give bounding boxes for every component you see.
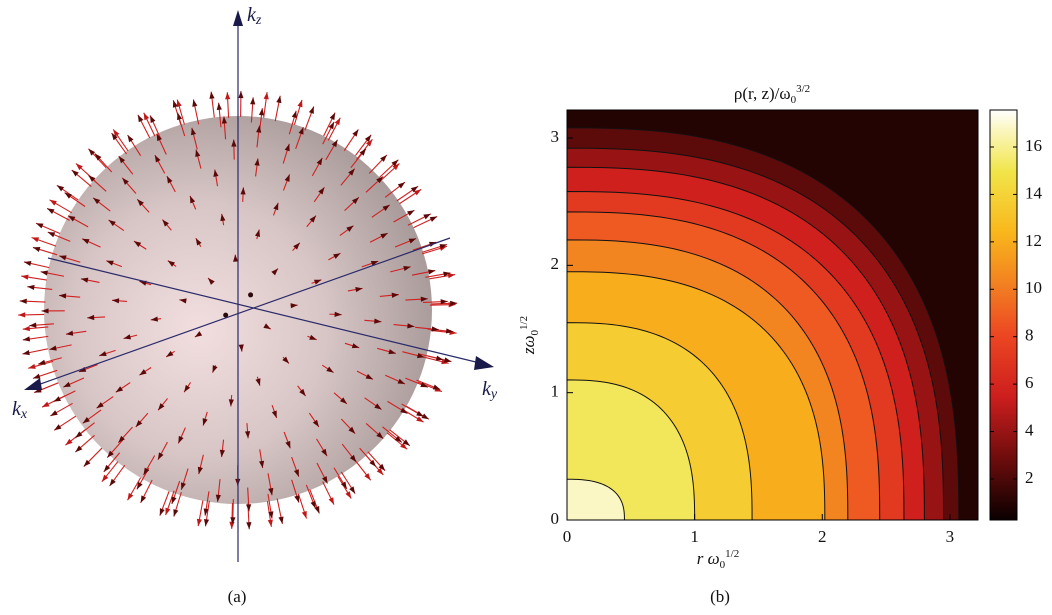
arrow-head bbox=[23, 336, 30, 341]
arrow-head bbox=[428, 269, 435, 274]
arrow-head bbox=[192, 99, 197, 106]
arrow-head bbox=[259, 108, 264, 115]
x-tick-label: 1 bbox=[690, 527, 699, 546]
arrow-head bbox=[246, 504, 251, 511]
arrow-head bbox=[294, 495, 299, 502]
colorbar-tick-label: 16 bbox=[1025, 136, 1042, 155]
arrow-head bbox=[268, 519, 273, 526]
arrow-head bbox=[38, 360, 45, 365]
arrow-head bbox=[141, 495, 146, 502]
ky-label: ky bbox=[482, 378, 498, 403]
arrow-head bbox=[173, 509, 178, 516]
colorbar-tick-label: 8 bbox=[1025, 326, 1034, 345]
arrow-head bbox=[448, 273, 455, 278]
arrow-head bbox=[352, 129, 358, 136]
colorbar-tick-label: 14 bbox=[1025, 183, 1043, 202]
arrow-head bbox=[41, 271, 48, 276]
chart-title: ρ(r, z)/ω03/2 bbox=[734, 83, 810, 106]
arrow-head bbox=[20, 299, 27, 304]
colorbar-tick-label: 12 bbox=[1025, 231, 1042, 250]
arrow-head bbox=[330, 113, 335, 120]
arrow-head bbox=[264, 92, 269, 99]
arrow-head bbox=[246, 522, 251, 529]
x-axis-label: r ω01/2 bbox=[697, 548, 739, 571]
kz-arrowhead bbox=[233, 10, 243, 26]
arrow-head bbox=[21, 275, 28, 280]
arrow-head bbox=[54, 396, 61, 401]
arrow-head bbox=[65, 193, 72, 199]
y-tick-label: 1 bbox=[551, 382, 560, 401]
x-tick-label: 0 bbox=[563, 527, 572, 546]
arrow-head bbox=[204, 519, 209, 526]
arrow-head bbox=[110, 479, 116, 486]
arrow-head bbox=[423, 214, 430, 219]
arrow-head bbox=[335, 118, 341, 125]
arrow-head bbox=[50, 410, 57, 416]
y-tick-label: 0 bbox=[551, 509, 560, 528]
arrow-head bbox=[47, 208, 54, 214]
arrow-head bbox=[165, 508, 170, 515]
arrow-head bbox=[433, 385, 440, 390]
kz-label: kz bbox=[247, 4, 262, 29]
arrow-head bbox=[50, 200, 57, 206]
y-tick-label: 3 bbox=[551, 127, 560, 146]
arrow-head bbox=[150, 116, 155, 123]
arrow-head bbox=[33, 247, 40, 252]
arrow-head bbox=[276, 96, 281, 103]
arrow-head bbox=[197, 519, 202, 526]
arrow-head bbox=[160, 508, 165, 515]
colorbar-tick-label: 2 bbox=[1025, 468, 1034, 487]
y-axis-label: zω01/2 bbox=[518, 316, 541, 355]
arrow-head bbox=[57, 185, 64, 191]
arrow-head bbox=[238, 91, 243, 98]
arrow-head bbox=[36, 223, 43, 228]
x-tick-label: 2 bbox=[818, 527, 827, 546]
arrow-head bbox=[28, 364, 35, 369]
arrow-head bbox=[172, 496, 177, 503]
arrow-head bbox=[128, 135, 134, 142]
colorbar-tick-label: 6 bbox=[1025, 373, 1034, 392]
arrow-head bbox=[18, 312, 25, 317]
arrow-head bbox=[297, 100, 302, 107]
arrow-head bbox=[292, 111, 297, 118]
arrow-head bbox=[398, 182, 405, 188]
arrow-head bbox=[54, 424, 61, 430]
arrow-head bbox=[311, 501, 316, 508]
arrow-head bbox=[444, 357, 451, 362]
y-tick-label: 2 bbox=[551, 254, 560, 273]
colorbar bbox=[990, 110, 1017, 520]
arrow-head bbox=[144, 113, 149, 120]
arrow-head bbox=[436, 356, 443, 361]
arrow-head bbox=[33, 374, 40, 379]
arrow-head bbox=[407, 210, 414, 216]
arrow-head bbox=[48, 232, 55, 237]
arrow-head bbox=[416, 411, 423, 417]
arrow-head bbox=[430, 217, 437, 222]
arrow-head bbox=[27, 285, 34, 290]
arrow-head bbox=[42, 402, 49, 407]
colorbar-tick-label: 10 bbox=[1025, 278, 1042, 297]
arrow-head bbox=[32, 237, 39, 242]
arrow-dot bbox=[248, 292, 253, 297]
arrow-head bbox=[309, 106, 314, 113]
kx-arrowhead bbox=[24, 378, 42, 390]
arrow-head bbox=[329, 497, 334, 504]
arrow-head bbox=[209, 92, 214, 99]
ky-arrowhead bbox=[474, 356, 494, 370]
arrow-head bbox=[225, 92, 230, 99]
arrow-head bbox=[302, 511, 307, 518]
kx-label: kx bbox=[12, 398, 28, 423]
arrow-head bbox=[138, 115, 144, 122]
arrow-head bbox=[229, 522, 234, 529]
caption-b: (b) bbox=[710, 587, 730, 606]
caption-a: (a) bbox=[228, 587, 247, 606]
colorbar-tick-label: 4 bbox=[1025, 420, 1034, 439]
arrow-head bbox=[278, 516, 283, 523]
x-tick-label: 3 bbox=[946, 527, 955, 546]
arrow-head bbox=[345, 491, 351, 498]
arrow-head bbox=[128, 493, 134, 500]
arrow-head bbox=[22, 350, 29, 355]
